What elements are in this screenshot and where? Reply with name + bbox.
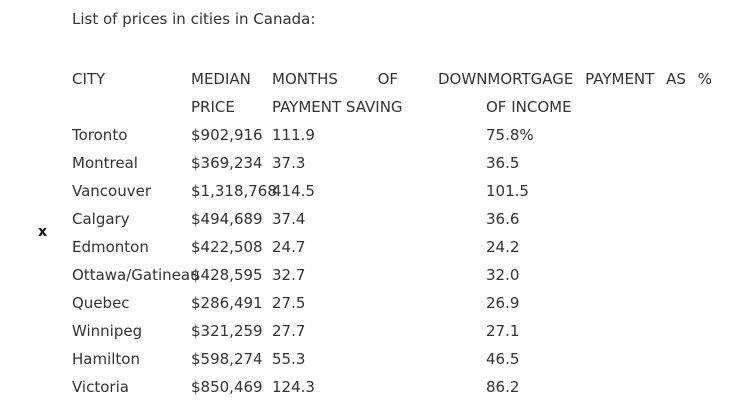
- months-saving-cell: 32.7: [272, 266, 306, 284]
- city-cell: Quebec: [72, 294, 130, 312]
- table-row: Quebec $286,491 27.5 26.9: [72, 290, 722, 318]
- city-cell: Montreal: [72, 154, 138, 172]
- close-marker-icon: x: [38, 224, 48, 240]
- median-price-cell: $1,318,768: [191, 182, 277, 200]
- months-saving-cell: 37.3: [272, 154, 306, 172]
- city-cell: Toronto: [72, 126, 128, 144]
- mortgage-pct-cell: 46.5: [486, 350, 520, 368]
- city-cell: Victoria: [72, 378, 129, 396]
- mortgage-pct-cell: 24.2: [486, 238, 520, 256]
- header-median-line1: MEDIAN: [191, 70, 251, 88]
- mortgage-pct-cell: 27.1: [486, 322, 520, 340]
- months-saving-cell: 124.3: [272, 378, 315, 396]
- median-price-cell: $494,689: [191, 210, 263, 228]
- header-months-line2: PAYMENT SAVING: [272, 98, 403, 116]
- mortgage-pct-cell: 86.2: [486, 378, 520, 396]
- median-price-cell: $369,234: [191, 154, 263, 172]
- table-row: Montreal $369,234 37.3 36.5: [72, 150, 722, 178]
- table-row: Edmonton $422,508 24.7 24.2: [72, 234, 722, 262]
- city-cell: Edmonton: [72, 238, 149, 256]
- city-cell: Ottawa/Gatineau: [72, 266, 200, 284]
- table-row: Ottawa/Gatineau $428,595 32.7 32.0: [72, 262, 722, 290]
- table-row: Hamilton $598,274 55.3 46.5: [72, 346, 722, 374]
- months-saving-cell: 111.9: [272, 126, 315, 144]
- header-mortgage-word: %: [697, 70, 712, 88]
- table-header-row-1: CITY MEDIAN MONTHS OF DOWNMORTGAGE PAYME…: [72, 66, 722, 94]
- median-price-cell: $598,274: [191, 350, 263, 368]
- header-mortgage-line2: OF INCOME: [486, 98, 572, 116]
- document-title: List of prices in cities in Canada:: [72, 10, 316, 28]
- price-table: CITY MEDIAN MONTHS OF DOWNMORTGAGE PAYME…: [72, 66, 722, 402]
- median-price-cell: $286,491: [191, 294, 263, 312]
- median-price-cell: $902,916: [191, 126, 263, 144]
- mortgage-pct-cell: 36.5: [486, 154, 520, 172]
- header-mortgage-word: AS: [666, 70, 686, 88]
- header-median-line2: PRICE: [191, 98, 235, 116]
- months-saving-cell: 414.5: [272, 182, 315, 200]
- city-cell: Winnipeg: [72, 322, 143, 340]
- months-saving-cell: 55.3: [272, 350, 306, 368]
- months-saving-cell: 37.4: [272, 210, 306, 228]
- median-price-cell: $428,595: [191, 266, 263, 284]
- header-mortgage-word: DOWNMORTGAGE: [438, 70, 574, 88]
- table-row: Toronto $902,916 111.9 75.8%: [72, 122, 722, 150]
- city-cell: Vancouver: [72, 182, 151, 200]
- months-saving-cell: 27.5: [272, 294, 306, 312]
- header-months-word: MONTHS: [272, 70, 338, 88]
- mortgage-pct-cell: 75.8%: [486, 126, 534, 144]
- header-mortgage-word: PAYMENT: [585, 70, 655, 88]
- mortgage-pct-cell: 101.5: [486, 182, 529, 200]
- months-saving-cell: 24.7: [272, 238, 306, 256]
- median-price-cell: $321,259: [191, 322, 263, 340]
- header-months-word: OF: [377, 70, 398, 88]
- mortgage-pct-cell: 36.6: [486, 210, 520, 228]
- table-row: Winnipeg $321,259 27.7 27.1: [72, 318, 722, 346]
- table-row: Vancouver $1,318,768 414.5 101.5: [72, 178, 722, 206]
- months-saving-cell: 27.7: [272, 322, 306, 340]
- city-cell: Hamilton: [72, 350, 140, 368]
- city-cell: Calgary: [72, 210, 130, 228]
- header-months-line1: MONTHS OF: [272, 70, 398, 88]
- table-row: Calgary $494,689 37.4 36.6: [72, 206, 722, 234]
- header-city: CITY: [72, 70, 106, 88]
- mortgage-pct-cell: 26.9: [486, 294, 520, 312]
- median-price-cell: $850,469: [191, 378, 263, 396]
- table-row: Victoria $850,469 124.3 86.2: [72, 374, 722, 402]
- median-price-cell: $422,508: [191, 238, 263, 256]
- header-mortgage-line1: DOWNMORTGAGE PAYMENT AS %: [438, 70, 712, 88]
- mortgage-pct-cell: 32.0: [486, 266, 520, 284]
- table-header-row-2: PRICE PAYMENT SAVING OF INCOME: [72, 94, 722, 122]
